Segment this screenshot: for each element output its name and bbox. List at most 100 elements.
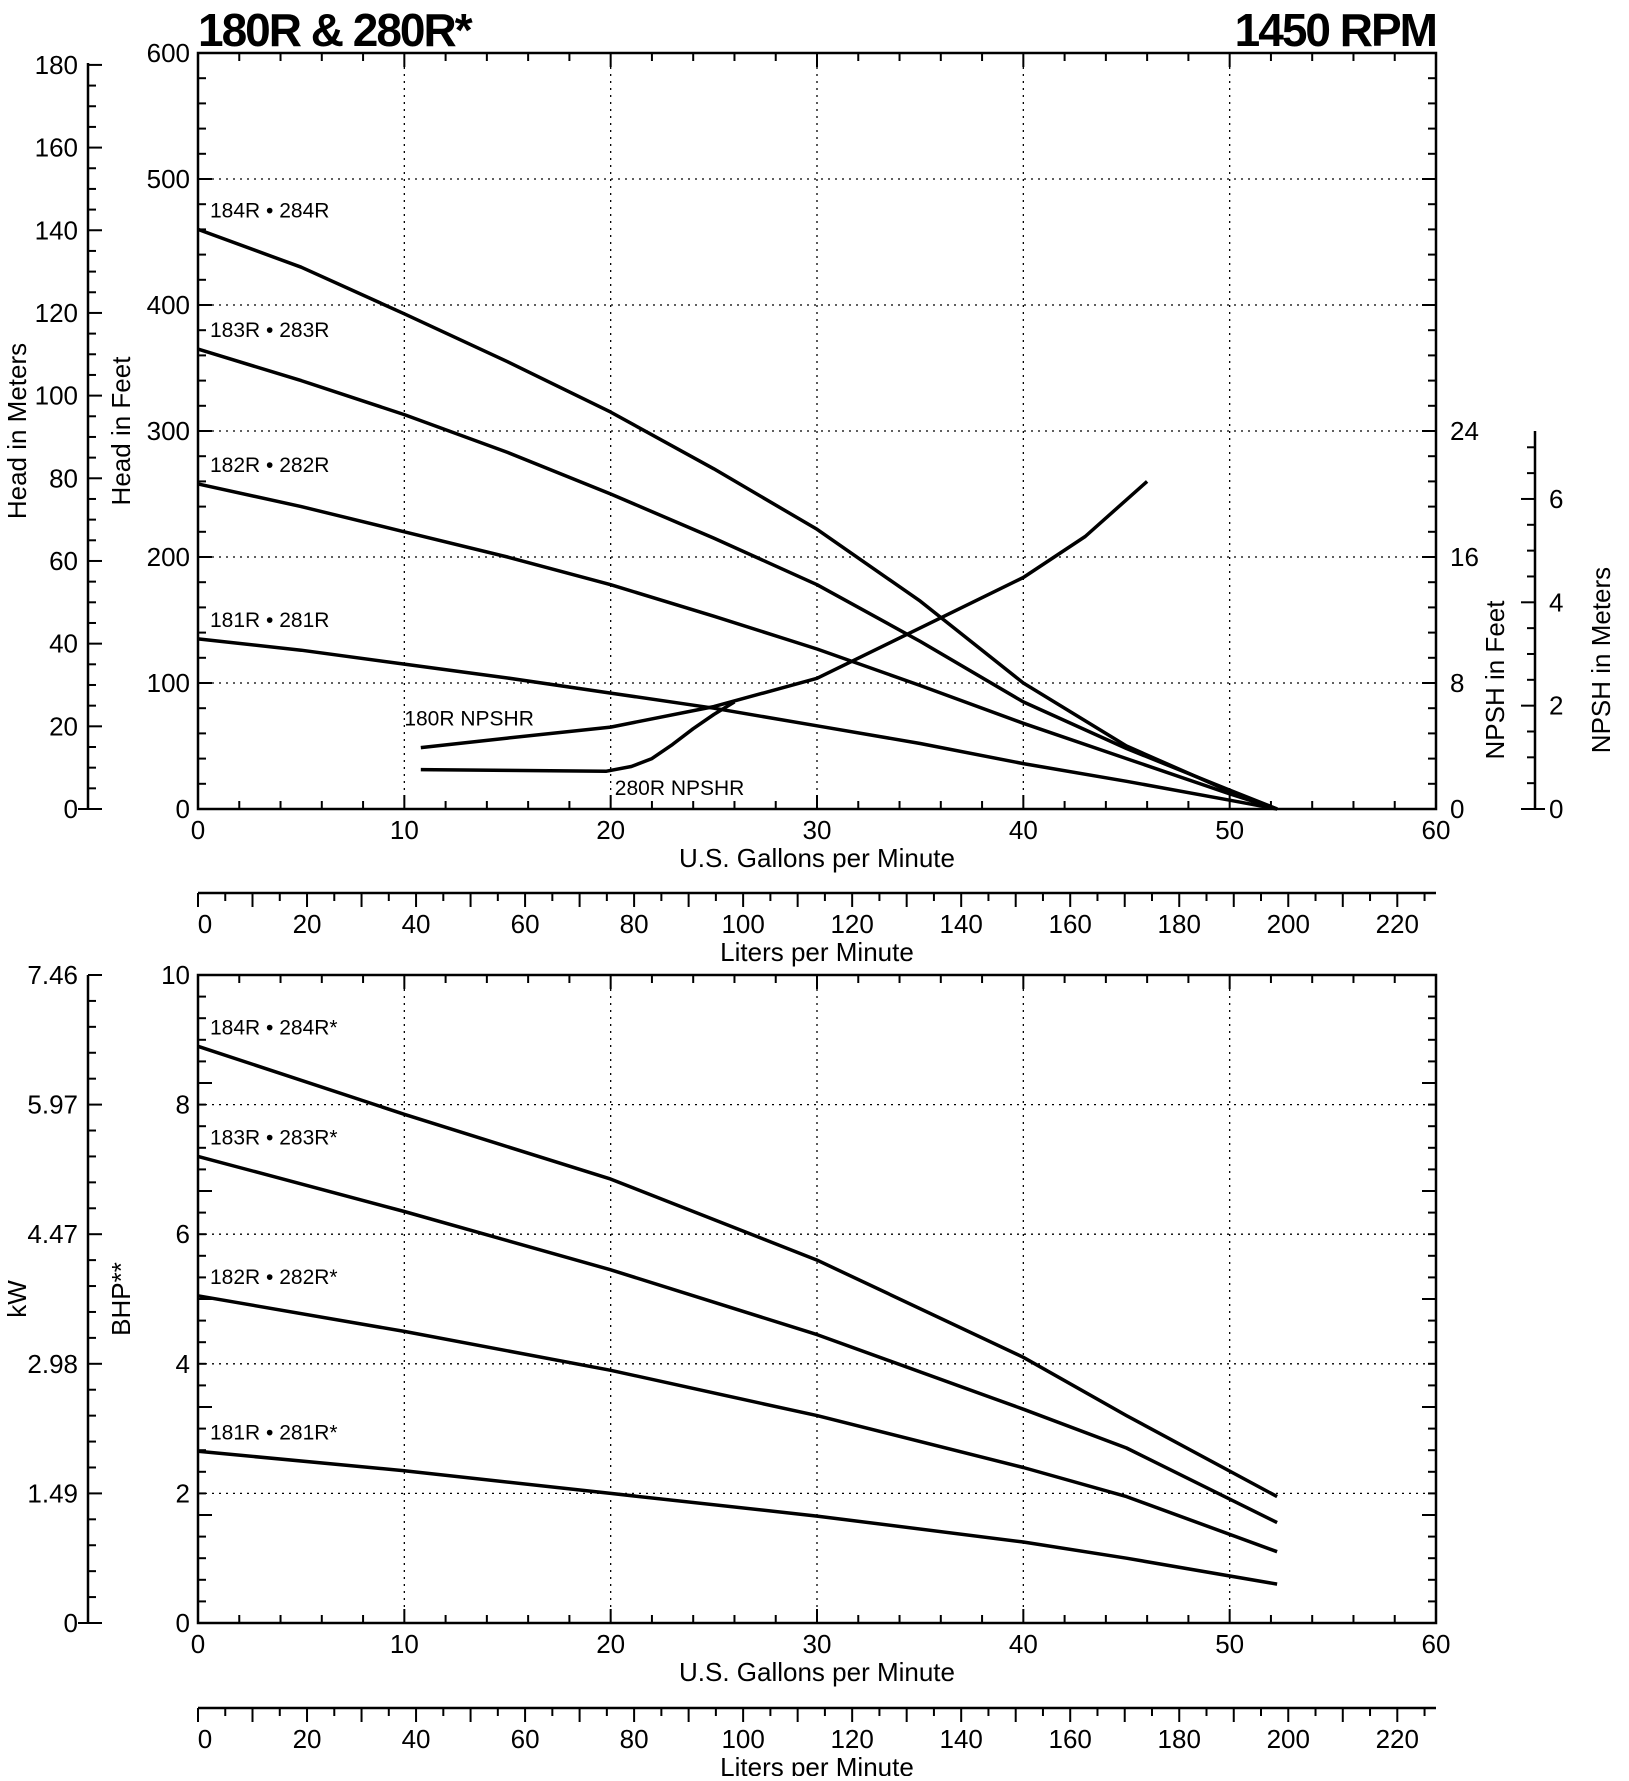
npsh-feet-tick-label: 0 <box>1450 794 1464 824</box>
kw-tick-label: 2.98 <box>27 1349 78 1379</box>
series-line-183r-283r- <box>197 1154 1278 1525</box>
liters-tick-label: 220 <box>1376 1724 1419 1754</box>
meters-tick-label: 60 <box>49 546 78 576</box>
liters-axis-label: Liters per Minute <box>720 1752 914 1776</box>
y-tick-label: 400 <box>147 290 190 320</box>
liters-tick-label: 120 <box>830 1724 873 1754</box>
series-line-181r-281r- <box>197 1449 1278 1586</box>
y-tick-label: 2 <box>176 1478 190 1508</box>
kw-axis-label: kW <box>2 1280 32 1318</box>
liters-tick-label: 140 <box>939 1724 982 1754</box>
x-tick-label: 50 <box>1215 815 1244 845</box>
liters-tick-label: 60 <box>511 909 540 939</box>
series-label: 181R • 281R* <box>210 1421 338 1444</box>
liters-tick-label: 0 <box>198 1724 212 1754</box>
y-tick-label: 10 <box>161 960 190 990</box>
x-tick-label: 60 <box>1422 815 1451 845</box>
npsh-line-180r <box>420 480 1149 750</box>
liters-tick-label: 40 <box>402 909 431 939</box>
y-tick-label: 100 <box>147 668 190 698</box>
x-tick-label: 10 <box>390 815 419 845</box>
meters-tick-label: 100 <box>35 381 78 411</box>
x-axis-label: U.S. Gallons per Minute <box>679 1657 955 1687</box>
y-tick-label: 300 <box>147 416 190 446</box>
npsh-meters-tick-label: 4 <box>1549 587 1563 617</box>
y-tick-label: 500 <box>147 164 190 194</box>
x-axis-label: U.S. Gallons per Minute <box>679 843 955 873</box>
npsh-line-280r <box>420 700 736 773</box>
npsh-meters-tick-label: 0 <box>1549 794 1563 824</box>
meters-axis-label: Head in Meters <box>2 343 32 519</box>
meters-tick-label: 0 <box>64 794 78 824</box>
npsh-feet-axis-label: NPSH in Feet <box>1480 600 1510 760</box>
chart-title: 180R & 280R* <box>198 4 473 56</box>
kw-tick-label: 5.97 <box>27 1090 78 1120</box>
npsh-label: 180R NPSHR <box>404 708 534 731</box>
npsh-feet-tick-label: 24 <box>1450 416 1479 446</box>
series-line-181r-281r <box>197 637 1278 811</box>
series-label: 184R • 284R* <box>210 1016 338 1039</box>
x-tick-label: 50 <box>1215 1629 1244 1659</box>
liters-tick-label: 180 <box>1158 909 1201 939</box>
meters-tick-label: 20 <box>49 711 78 741</box>
series-label: 182R • 282R* <box>210 1266 338 1289</box>
liters-tick-label: 120 <box>830 909 873 939</box>
kw-tick-label: 7.46 <box>27 960 78 990</box>
x-tick-label: 20 <box>596 815 625 845</box>
y-tick-label: 6 <box>176 1219 190 1249</box>
liters-tick-label: 80 <box>620 1724 649 1754</box>
liters-tick-label: 220 <box>1376 909 1419 939</box>
liters-tick-label: 180 <box>1158 1724 1201 1754</box>
y-tick-label: 0 <box>176 1608 190 1638</box>
series-label: 184R • 284R <box>210 199 329 222</box>
x-tick-label: 40 <box>1009 1629 1038 1659</box>
series-label: 183R • 283R* <box>210 1126 338 1149</box>
y-axis-label: Head in Feet <box>106 356 136 506</box>
meters-tick-label: 40 <box>49 629 78 659</box>
liters-tick-label: 40 <box>402 1724 431 1754</box>
meters-tick-label: 160 <box>35 133 78 163</box>
kw-tick-label: 0 <box>64 1608 78 1638</box>
y-tick-label: 4 <box>176 1349 190 1379</box>
x-tick-label: 0 <box>191 815 205 845</box>
liters-tick-label: 100 <box>721 909 764 939</box>
npsh-meters-tick-label: 6 <box>1549 484 1563 514</box>
series-line-184r-284r- <box>197 1044 1278 1499</box>
series-label: 181R • 281R <box>210 609 329 632</box>
y-tick-label: 200 <box>147 542 190 572</box>
liters-tick-label: 200 <box>1267 909 1310 939</box>
npsh-meters-tick-label: 2 <box>1549 691 1563 721</box>
liters-tick-label: 140 <box>939 909 982 939</box>
meters-tick-label: 180 <box>35 50 78 80</box>
rpm-label: 1450 RPM <box>1235 4 1436 56</box>
series-line-182r-282r- <box>197 1294 1278 1554</box>
x-tick-label: 10 <box>390 1629 419 1659</box>
y-tick-label: 8 <box>176 1090 190 1120</box>
liters-tick-label: 20 <box>293 1724 322 1754</box>
liters-tick-label: 160 <box>1049 1724 1092 1754</box>
x-tick-label: 20 <box>596 1629 625 1659</box>
x-tick-label: 0 <box>191 1629 205 1659</box>
liters-tick-label: 60 <box>511 1724 540 1754</box>
liters-axis-label: Liters per Minute <box>720 937 914 967</box>
npsh-label: 280R NPSHR <box>615 777 745 800</box>
npsh-feet-tick-label: 16 <box>1450 542 1479 572</box>
npsh-feet-tick-label: 8 <box>1450 668 1464 698</box>
series-line-182r-282r <box>197 482 1278 811</box>
liters-tick-label: 200 <box>1267 1724 1310 1754</box>
y-tick-label: 0 <box>176 794 190 824</box>
liters-tick-label: 80 <box>620 909 649 939</box>
liters-tick-label: 160 <box>1049 909 1092 939</box>
x-tick-label: 30 <box>803 1629 832 1659</box>
series-line-183r-283r <box>197 347 1278 811</box>
series-label: 182R • 282R <box>210 454 329 477</box>
npsh-meters-axis-label: NPSH in Meters <box>1586 567 1616 753</box>
meters-tick-label: 120 <box>35 298 78 328</box>
x-tick-label: 40 <box>1009 815 1038 845</box>
liters-tick-label: 100 <box>721 1724 764 1754</box>
series-label: 183R • 283R <box>210 319 329 342</box>
y-axis-label: BHP** <box>106 1262 136 1336</box>
meters-tick-label: 80 <box>49 463 78 493</box>
